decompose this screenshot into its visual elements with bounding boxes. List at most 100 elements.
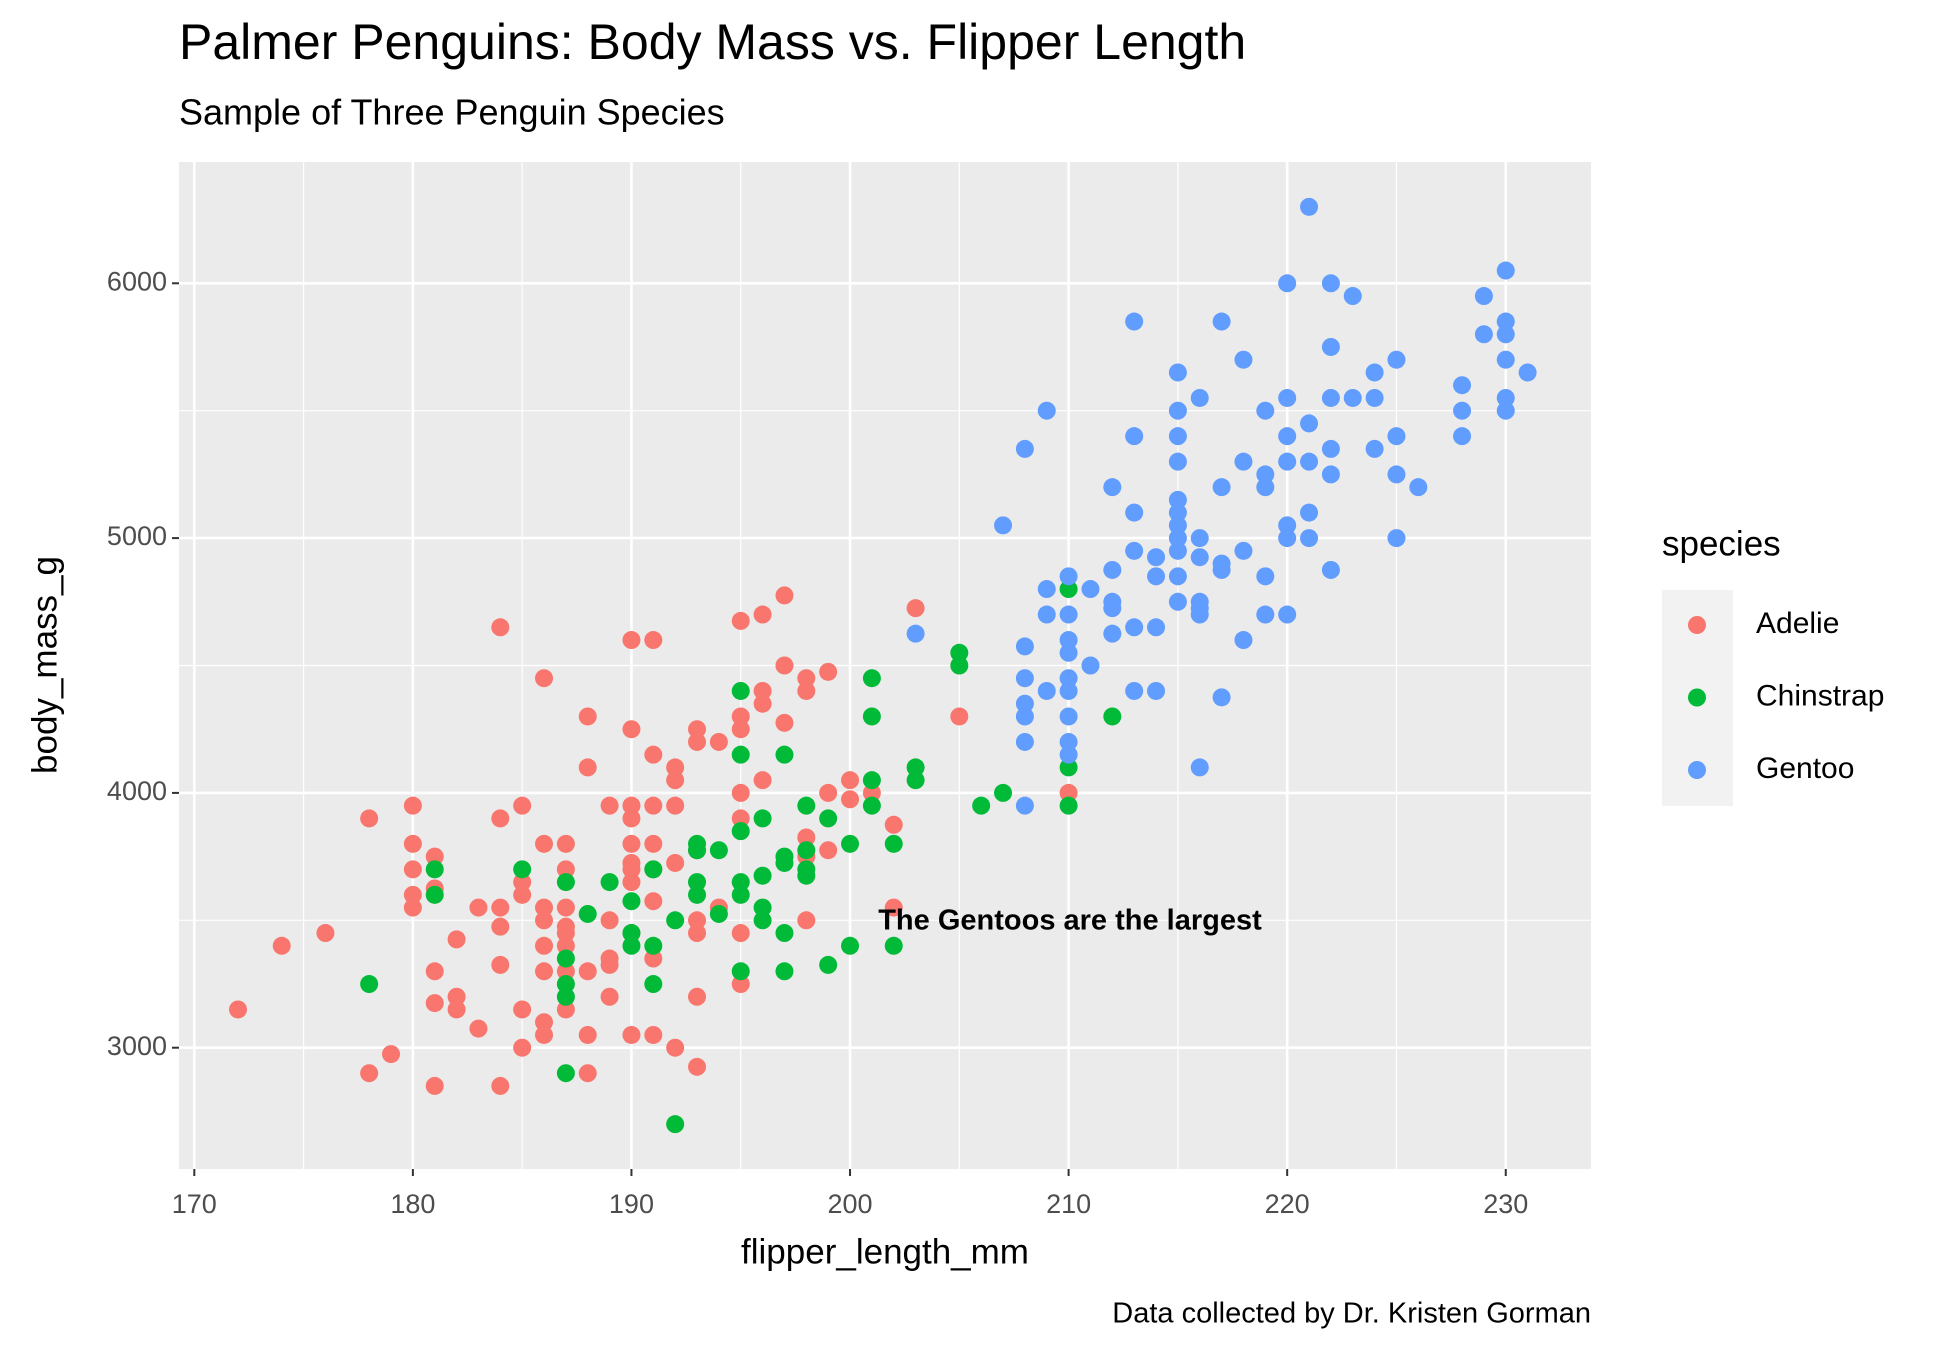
point bbox=[797, 669, 816, 688]
point bbox=[556, 949, 575, 968]
point bbox=[731, 975, 750, 994]
point bbox=[1518, 363, 1537, 382]
point bbox=[1278, 388, 1297, 407]
y-tick-label: 5000 bbox=[107, 521, 167, 551]
point bbox=[1015, 439, 1034, 458]
point bbox=[316, 924, 335, 943]
point bbox=[1365, 363, 1384, 382]
point bbox=[513, 860, 532, 879]
point bbox=[709, 904, 728, 923]
legend-key bbox=[1688, 761, 1706, 779]
point bbox=[1081, 656, 1100, 675]
point bbox=[556, 1000, 575, 1019]
point bbox=[1147, 548, 1166, 567]
point bbox=[403, 898, 422, 917]
point bbox=[622, 936, 641, 955]
point bbox=[1256, 465, 1275, 484]
point bbox=[535, 962, 554, 981]
point bbox=[688, 987, 707, 1006]
point bbox=[1103, 478, 1122, 497]
point bbox=[644, 631, 663, 650]
y-tick-label: 3000 bbox=[107, 1031, 167, 1061]
point bbox=[513, 1038, 532, 1057]
point bbox=[666, 796, 685, 815]
x-tick-label: 180 bbox=[390, 1189, 435, 1219]
point bbox=[1343, 388, 1362, 407]
point bbox=[403, 885, 422, 904]
point bbox=[1059, 643, 1078, 662]
point bbox=[1059, 580, 1078, 599]
point bbox=[1453, 401, 1472, 420]
point bbox=[1103, 599, 1122, 618]
point bbox=[535, 911, 554, 930]
point bbox=[644, 892, 663, 911]
point bbox=[906, 599, 925, 618]
point bbox=[403, 834, 422, 853]
point bbox=[972, 796, 991, 815]
point bbox=[644, 745, 663, 764]
point bbox=[1321, 388, 1340, 407]
chart-title: Palmer Penguins: Body Mass vs. Flipper L… bbox=[179, 14, 1246, 70]
point bbox=[688, 924, 707, 943]
point bbox=[535, 898, 554, 917]
point bbox=[841, 936, 860, 955]
point bbox=[688, 873, 707, 892]
point bbox=[709, 732, 728, 751]
point bbox=[1278, 529, 1297, 548]
point bbox=[1015, 637, 1034, 656]
point bbox=[884, 936, 903, 955]
point bbox=[600, 873, 619, 892]
point bbox=[469, 1019, 488, 1038]
point bbox=[600, 796, 619, 815]
point bbox=[469, 898, 488, 917]
point bbox=[1125, 427, 1144, 446]
point bbox=[1015, 732, 1034, 751]
point bbox=[556, 860, 575, 879]
point bbox=[1496, 312, 1515, 331]
point bbox=[1474, 325, 1493, 344]
point bbox=[1321, 337, 1340, 356]
point bbox=[1321, 439, 1340, 458]
point bbox=[950, 707, 969, 726]
point bbox=[1168, 529, 1187, 548]
point bbox=[1278, 274, 1297, 293]
point bbox=[425, 860, 444, 879]
point bbox=[731, 809, 750, 828]
point bbox=[513, 796, 532, 815]
point bbox=[447, 930, 466, 949]
point bbox=[491, 1076, 510, 1095]
point bbox=[1256, 605, 1275, 624]
point bbox=[535, 1013, 554, 1032]
point bbox=[1059, 681, 1078, 700]
point bbox=[753, 681, 772, 700]
point bbox=[1496, 388, 1515, 407]
y-axis-title: body_mass_g bbox=[25, 556, 64, 774]
point bbox=[950, 656, 969, 675]
point bbox=[1037, 681, 1056, 700]
point bbox=[622, 873, 641, 892]
point bbox=[1409, 478, 1428, 497]
point bbox=[666, 758, 685, 777]
point bbox=[1125, 503, 1144, 522]
point bbox=[994, 783, 1013, 802]
point bbox=[1059, 796, 1078, 815]
point bbox=[1256, 478, 1275, 497]
point bbox=[1496, 325, 1515, 344]
x-tick-label: 170 bbox=[172, 1189, 217, 1219]
point bbox=[403, 860, 422, 879]
point bbox=[884, 815, 903, 834]
point bbox=[753, 911, 772, 930]
point bbox=[775, 962, 794, 981]
point bbox=[1103, 707, 1122, 726]
point bbox=[1037, 580, 1056, 599]
point bbox=[622, 860, 641, 879]
point bbox=[1321, 274, 1340, 293]
point bbox=[600, 955, 619, 974]
point bbox=[819, 809, 838, 828]
point bbox=[1147, 567, 1166, 586]
point bbox=[731, 924, 750, 943]
point bbox=[622, 1025, 641, 1044]
point bbox=[775, 853, 794, 872]
point bbox=[1212, 478, 1231, 497]
point bbox=[688, 885, 707, 904]
